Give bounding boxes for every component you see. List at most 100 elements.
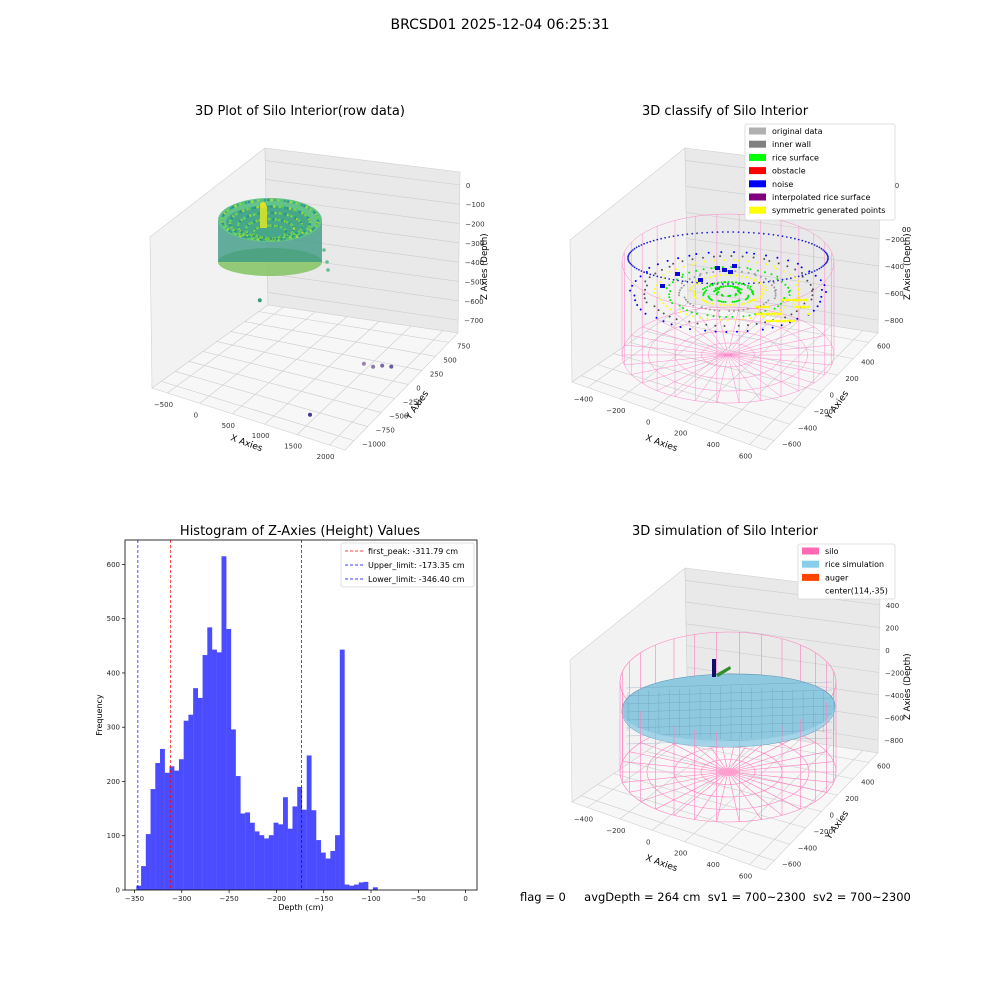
cloud-point: [229, 206, 233, 210]
surface-point: [705, 323, 708, 326]
surface-point: [679, 310, 682, 313]
surface-point: [643, 293, 646, 296]
surface-point: [759, 296, 762, 298]
x-tick-label: 0: [646, 418, 650, 426]
noise-point: [638, 268, 640, 271]
noise-point: [804, 240, 807, 243]
surface-point: [801, 275, 804, 278]
surface-point: [720, 281, 723, 284]
surface-point: [679, 289, 681, 292]
surface-point: [675, 268, 678, 271]
surface-point: [678, 304, 681, 307]
noise-point: [767, 233, 770, 236]
surface-point: [679, 326, 682, 328]
surface-point: [648, 266, 651, 269]
noise-point: [672, 235, 675, 238]
cloud-point: [286, 237, 290, 240]
symmetric-point: [768, 319, 772, 323]
surface-point: [734, 294, 737, 297]
noise-point: [804, 273, 807, 276]
cloud-point: [234, 232, 237, 236]
surface-point: [749, 288, 751, 291]
surface-point: [678, 291, 681, 294]
surface-point: [644, 280, 647, 283]
legend-label: Lower_limit: -346.40 cm: [368, 575, 465, 584]
histogram-bar: [235, 776, 241, 890]
surface-point: [719, 300, 721, 303]
surface-point: [662, 277, 665, 280]
cloud-point: [300, 223, 304, 227]
surface-point: [681, 273, 684, 276]
histogram-bar: [301, 809, 307, 890]
legend-label: symmetric generated points: [772, 206, 885, 215]
noise-point: [781, 235, 784, 238]
surface-point: [737, 287, 740, 290]
mesh-line: [625, 721, 833, 729]
y-axis-label: Y Axies: [824, 809, 852, 842]
surface-point: [762, 303, 765, 306]
surface-point: [736, 299, 739, 302]
surface-point: [730, 266, 733, 268]
grid-line: [267, 292, 459, 321]
surface-point: [712, 315, 715, 318]
x-tick-label: −400: [574, 395, 593, 403]
surface-point: [790, 313, 793, 316]
histogram-bar: [221, 556, 227, 890]
surface-point: [762, 284, 765, 287]
surface-point: [792, 303, 795, 306]
surface-point: [811, 294, 814, 297]
surface-point: [654, 272, 657, 275]
symmetric-point: [807, 312, 811, 316]
cloud-point: [250, 200, 254, 203]
raw-data-3d-plot: −5000500100015002000−1000−750−500−250025…: [149, 147, 490, 461]
surface-point: [716, 287, 719, 289]
z-tick-label: −400: [885, 263, 904, 271]
surface-point: [746, 286, 749, 289]
surface-point: [735, 281, 737, 284]
surface-point: [686, 309, 689, 312]
surface-point: [744, 302, 747, 305]
noise-point: [701, 232, 703, 234]
surface-point: [770, 273, 773, 276]
silo-floor-ring: [701, 342, 755, 368]
surface-point: [737, 259, 740, 262]
z-tick-label: −700: [464, 317, 483, 325]
noise-point: [816, 245, 818, 248]
histogram-bar: [202, 655, 208, 890]
surface-point: [773, 307, 776, 310]
y-tick-label: 400: [861, 779, 874, 787]
surface-point: [801, 272, 803, 274]
surface-point: [823, 284, 826, 287]
histogram-bar: [169, 766, 175, 890]
legend-label: rice surface: [772, 153, 819, 162]
noise-point: [681, 233, 684, 236]
noise-point: [630, 263, 633, 266]
cloud-point: [251, 206, 254, 210]
cloud-point: [267, 198, 270, 202]
surface-point: [689, 288, 691, 291]
noise-point: [785, 236, 788, 238]
y-tick-label: 0: [416, 384, 420, 392]
y-tick-label: −600: [782, 861, 801, 869]
surface-point: [708, 285, 711, 287]
symmetric-point: [806, 305, 810, 309]
surface-point: [722, 300, 725, 303]
cloud-point: [263, 198, 267, 202]
surface-point: [709, 283, 712, 286]
surface-point: [708, 276, 711, 279]
legend-swatch: [749, 206, 766, 214]
histogram-bar: [273, 822, 279, 890]
surface-point: [722, 285, 725, 288]
surface-point: [639, 308, 642, 311]
y-tick-label: −250: [403, 399, 422, 407]
noise-point: [630, 250, 633, 253]
depth-histogram: −350 −300 −250 −200 −150 −100 −50 0 0 100 200 300 4…: [95, 539, 478, 912]
surface-point: [749, 285, 752, 288]
histogram-bar: [178, 759, 184, 890]
surface-point: [689, 328, 691, 331]
surface-point: [808, 270, 811, 273]
noise-point: [656, 275, 659, 278]
noise-point: [691, 232, 694, 235]
noise-point: [711, 231, 714, 234]
surface-point: [775, 267, 778, 270]
